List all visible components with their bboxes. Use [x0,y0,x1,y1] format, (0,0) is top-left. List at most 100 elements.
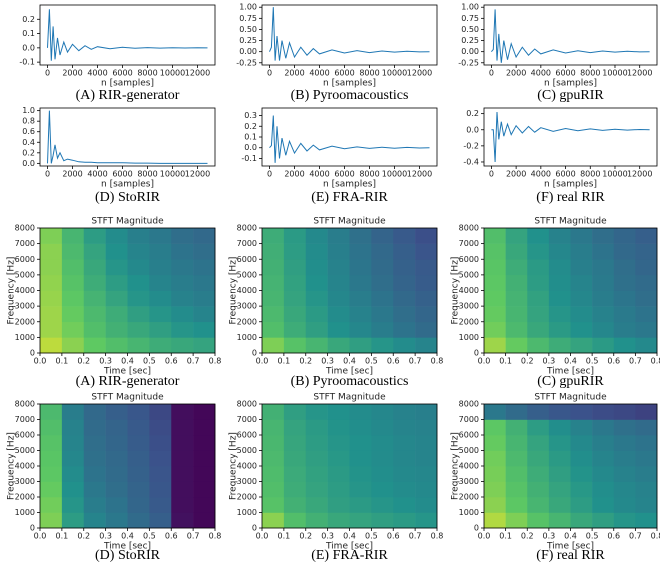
heatmap-cell [527,259,550,276]
y-tick-label: 0.1 [22,29,35,38]
chart-title: STFT Magnitude [91,393,164,403]
x-tick-label: 0.2 [299,532,312,541]
y-tick-label: 8000 [459,224,479,233]
heatmap-cell [570,290,593,307]
y-tick-label: 3000 [15,477,35,486]
x-tick-label: 8000 [580,69,600,78]
chart-title: STFT Magnitude [534,393,607,403]
y-tick-label: 8000 [15,400,35,409]
heatmap-cell [61,435,85,451]
heatmap-cell [393,497,416,513]
waveform [269,115,430,163]
x-tick-label: 0.3 [543,357,556,366]
heatmap-cell [305,466,328,482]
x-tick-label: 0 [489,69,494,78]
x-tick-label: 0.1 [499,532,512,541]
x-tick-label: 0.2 [299,357,312,366]
heatmap-cell [613,306,636,323]
heatmap-cell [371,512,394,529]
heatmap-cell [592,497,615,513]
y-tick-label: 5000 [459,446,479,455]
waveform [47,9,208,61]
heatmap-cell [484,419,506,436]
x-tick-label: 10000 [602,170,627,179]
y-tick-label: 0.8 [22,117,35,126]
heatmap-cell [613,419,636,436]
heatmap-cell [105,466,128,482]
y-tick-label: 6000 [237,255,257,264]
heatmap-cell [570,243,593,260]
y-tick-label: 5000 [15,446,35,455]
y-tick-label: 8000 [15,224,35,233]
y-tick-label: 6000 [237,431,257,440]
heatmap-cell [40,321,63,338]
heatmap-cell [349,404,372,420]
heatmap-cell [613,435,636,451]
caption: (E) FRA-RIR [311,548,388,563]
heatmap-cell [613,290,636,307]
heatmap-cell [548,512,571,529]
heatmap-cell [105,290,128,307]
heatmap-cell [305,337,328,354]
y-axis-label: Frequency [Hz] [451,257,461,325]
y-tick-label: 7000 [237,415,257,424]
heatmap-cell [193,450,216,467]
heatmap-cell [127,404,150,420]
heatmap-cell [505,243,528,260]
heatmap-cell [171,404,194,420]
x-tick-label: 0.1 [56,532,69,541]
y-tick-label: 1000 [237,508,257,517]
heatmap-cell [262,481,285,498]
caption: (A) RIR-generator [76,374,180,389]
heatmap-cell [83,243,106,260]
heatmap-cell [171,419,194,436]
heatmap-cell [393,243,416,260]
heatmap-cell [548,228,571,244]
x-tick-label: 0.0 [34,357,47,366]
heatmap-cell [149,306,172,323]
chart-title: STFT Magnitude [313,217,386,227]
heatmap-cell [327,512,350,529]
x-tick-label: 0.3 [321,357,334,366]
x-tick-label: 0.4 [564,357,577,366]
x-tick-label: 0 [267,69,272,78]
y-tick-label: 0.0 [22,43,35,52]
heatmap-cell [349,290,372,307]
heatmap-cell [349,259,372,276]
heatmap-cell [415,466,438,482]
y-tick-label: -0.1 [19,58,35,67]
heatmap-cell [527,419,550,436]
heatmap-cell [127,321,150,338]
heatmap-cell [349,243,372,260]
heatmap-cell [415,450,438,467]
heatmap-cell [171,481,194,498]
heatmap-cell [305,450,328,467]
heatmap-cell [592,337,615,354]
x-tick-label: 10000 [602,69,627,78]
heatmap-cell [83,466,106,482]
x-tick-label: 6000 [112,69,132,78]
heatmap-cell [592,419,615,436]
heatmap-cell [83,337,106,354]
heatmap-cell [484,512,506,529]
heatmap-cell [613,497,636,513]
y-tick-label: 0.4 [22,138,35,147]
y-tick-label: -0.1 [241,154,257,163]
x-axis-label: n [samples] [323,180,376,190]
heatmap-cell [570,450,593,467]
heatmap-cell [149,481,172,498]
heatmap-cell [415,512,438,529]
caption: (E) FRA-RIR [311,190,388,205]
heatmap-cell [548,481,571,498]
heatmap-cell [349,481,372,498]
heatmap-cell [149,419,172,436]
x-axis-label: Time [sec] [103,367,151,377]
x-tick-label: 0.4 [121,532,134,541]
heatmap-cell [635,435,658,451]
heatmap-cell [505,337,528,354]
heatmap-cell [570,435,593,451]
caption: (D) StoRIR [95,548,161,563]
heatmap-cell [40,259,63,276]
x-tick-label: 0.1 [278,532,291,541]
heatmap-cell [193,404,216,420]
